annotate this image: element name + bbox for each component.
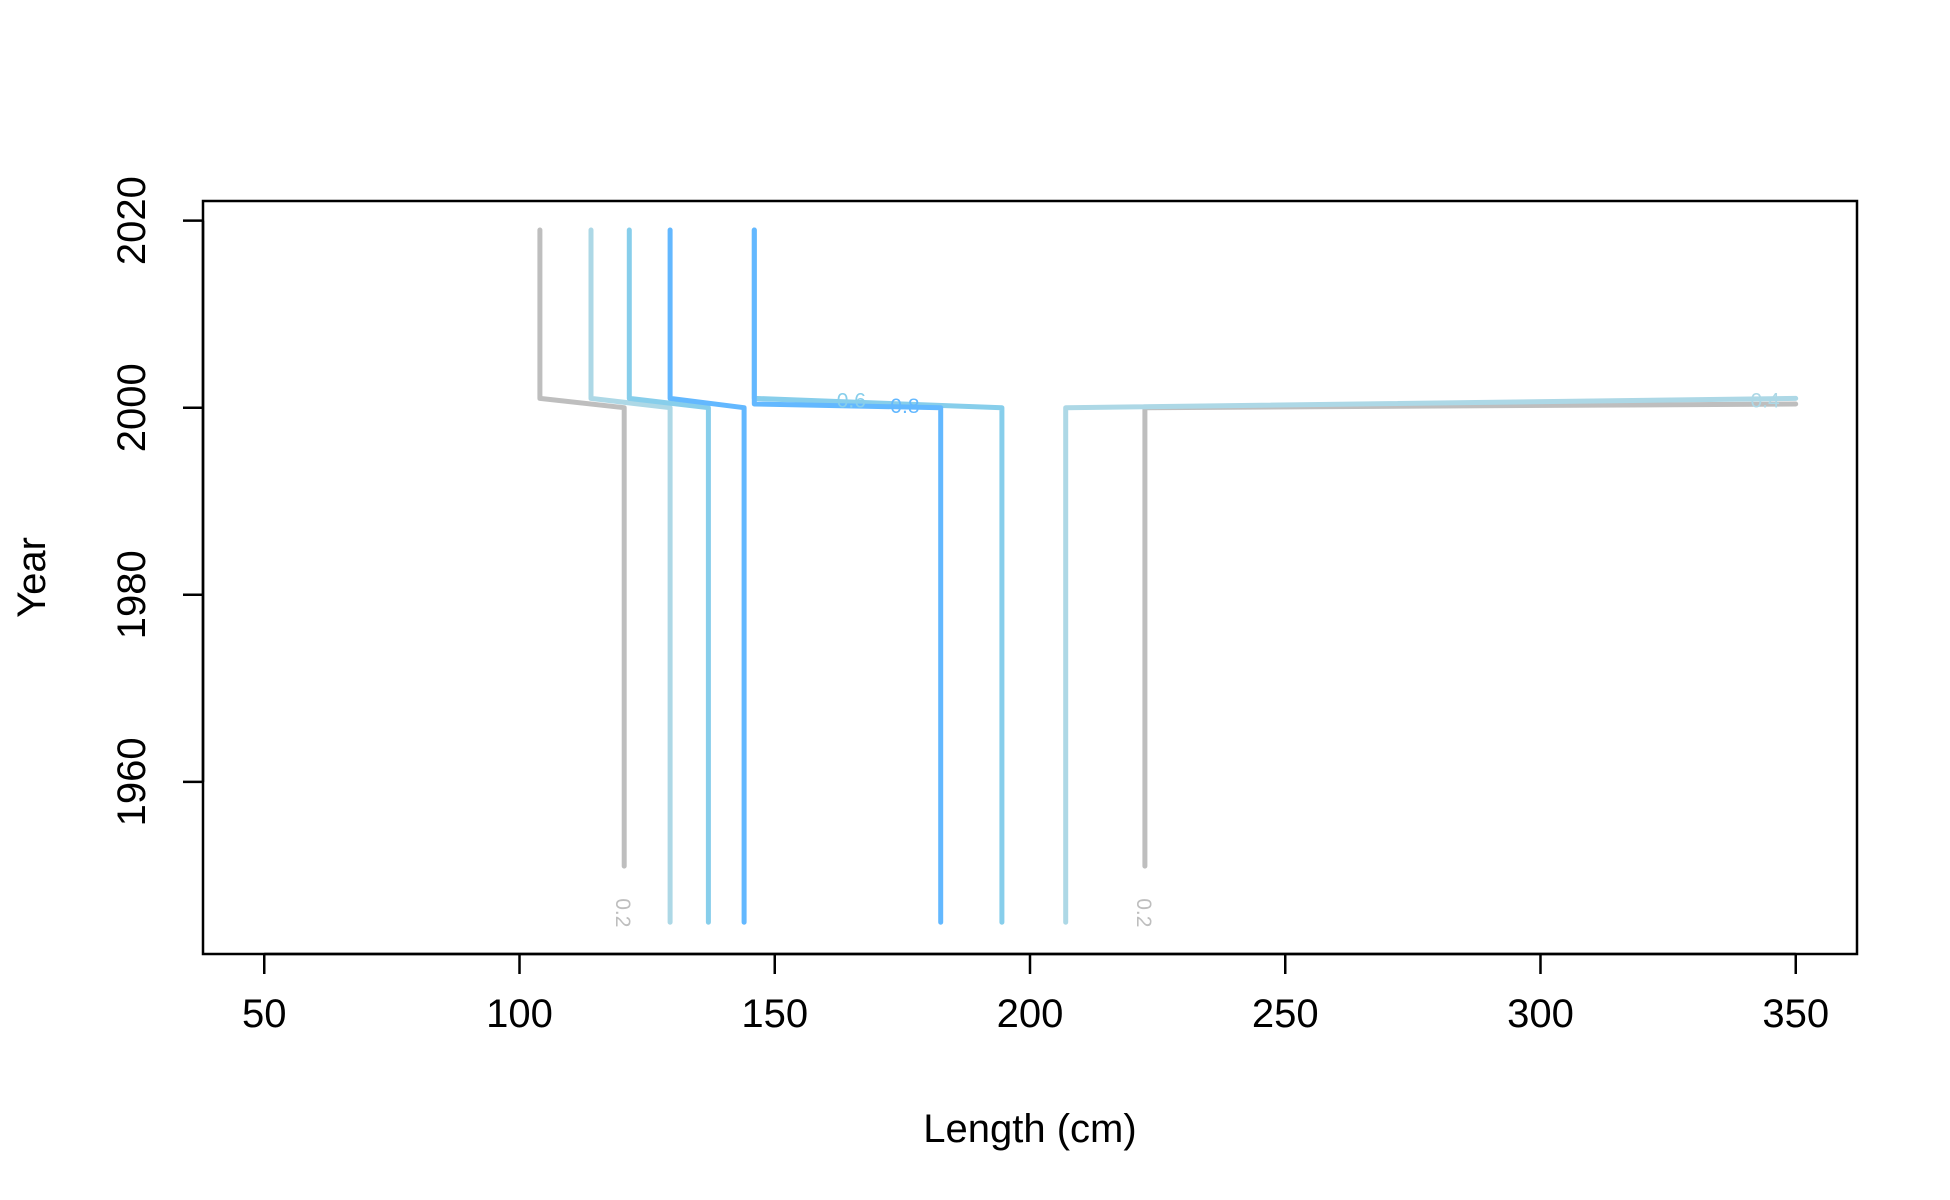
x-tick-label: 250 — [1252, 992, 1319, 1036]
x-tick-label: 350 — [1762, 992, 1829, 1036]
contour-line-04-3 — [1063, 395, 1799, 925]
x-axis-title: Length (cm) — [923, 1107, 1136, 1151]
y-axis-title: Year — [10, 537, 54, 618]
y-tick-label: 1980 — [110, 550, 154, 639]
x-tick-label: 100 — [486, 992, 553, 1036]
contour-line-02-0 — [537, 227, 627, 869]
contour-label: 0.4 — [1750, 390, 1780, 413]
y-tick-label: 2000 — [110, 363, 154, 452]
x-tick-label: 150 — [741, 992, 808, 1036]
contour-label: 0.2 — [1132, 898, 1155, 927]
contour-line-08-7 — [751, 227, 944, 925]
x-tick-label: 200 — [997, 992, 1064, 1036]
contour-label: 0.8 — [890, 395, 919, 418]
x-tick-label: 300 — [1507, 992, 1574, 1036]
contour-line-04-2 — [588, 227, 673, 925]
contour-label: 0.6 — [837, 390, 866, 413]
contour-line-08-6 — [667, 227, 747, 925]
y-axis: 1960 1980 2000 2020 — [110, 176, 205, 826]
y-tick-label: 1960 — [110, 737, 154, 826]
x-axis: 50 100 150 200 250 300 350 — [242, 952, 1829, 1036]
y-tick-label: 2020 — [110, 176, 154, 265]
series-layer — [537, 227, 1799, 925]
annotation-layer: 0.2 0.2 0.6 0.8 0.4 — [611, 390, 1780, 928]
x-tick-label: 50 — [242, 992, 287, 1036]
contour-label: 0.2 — [611, 898, 634, 927]
contour-line-06-4 — [626, 227, 711, 925]
